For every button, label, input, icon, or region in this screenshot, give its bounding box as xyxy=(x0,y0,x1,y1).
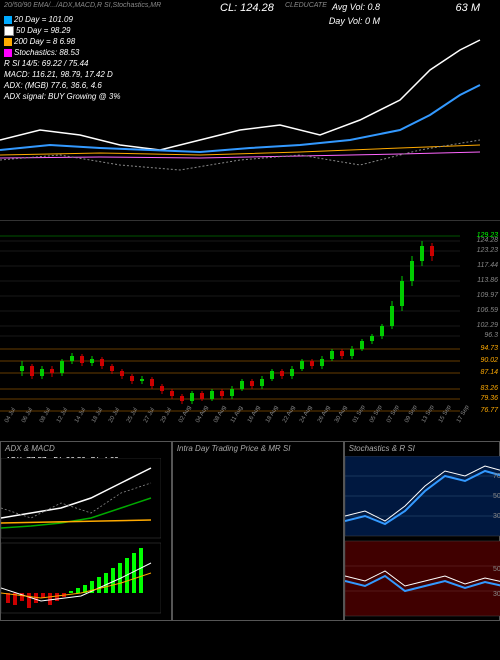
price-level-label: 94.73 xyxy=(480,345,498,352)
price-level-label: 123.23 xyxy=(477,247,498,254)
svg-text:50: 50 xyxy=(493,566,500,573)
indicator-line-chart: 20/50/90 EMA/.../ADX,MACD,R SI,Stochasti… xyxy=(0,0,500,221)
svg-text:30: 30 xyxy=(493,591,500,598)
candlestick-chart: 129.23124.28123.23117.44113.86109.97106.… xyxy=(0,221,500,441)
price-level-label: 124.28 xyxy=(477,237,498,244)
price-level-label: 106.59 xyxy=(477,307,498,314)
price-level-label: 79.36 xyxy=(480,395,498,402)
date-label: 07 Sep xyxy=(386,414,395,424)
intra-title: Intra Day Trading Price & MR SI xyxy=(177,444,291,453)
adx-macd-panel: ADX & MACD ADX: 77.57 +DI: 36.59 -DI: 4.… xyxy=(0,441,172,621)
price-level-label: 90.02 xyxy=(480,357,498,364)
intraday-panel: Intra Day Trading Price & MR SI xyxy=(172,441,344,621)
stochastics-panel: Stochastics & R SI 70 50 30 50 30 xyxy=(344,441,500,621)
price-level-label: 117.44 xyxy=(477,262,498,269)
price-level-label: 87.14 xyxy=(480,369,498,376)
price-level-label: 113.86 xyxy=(477,277,498,284)
svg-text:70: 70 xyxy=(493,473,500,480)
svg-text:50: 50 xyxy=(493,493,500,500)
price-level-label: 83.26 xyxy=(480,385,498,392)
price-level-label: 102.29 xyxy=(477,322,498,329)
bottom-panels: ADX & MACD ADX: 77.57 +DI: 36.59 -DI: 4.… xyxy=(0,441,500,621)
svg-text:30: 30 xyxy=(493,513,500,520)
price-level-label: 96.3 xyxy=(484,332,498,339)
price-level-label: 76.77 xyxy=(480,407,498,414)
stoch-title: Stochastics & R SI xyxy=(349,444,415,453)
date-label: 16 Aug xyxy=(247,414,256,424)
adx-title: ADX & MACD xyxy=(5,444,55,453)
date-label: 20 Jul xyxy=(108,414,117,424)
price-level-label: 109.97 xyxy=(477,292,498,299)
